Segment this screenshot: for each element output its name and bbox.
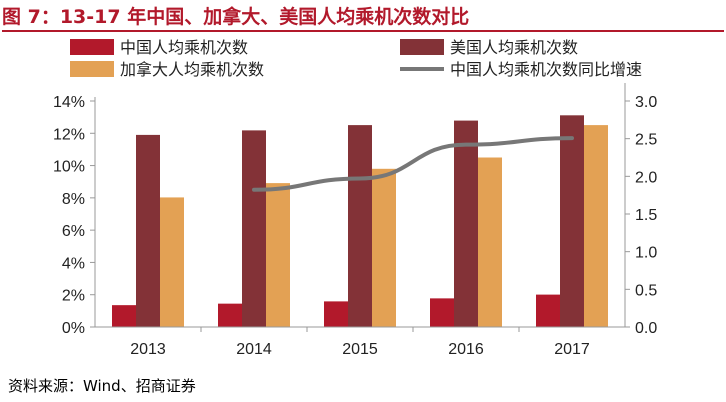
- bar: [160, 197, 184, 327]
- x-axis-tick-label: 2014: [236, 341, 272, 358]
- bar: [348, 125, 372, 328]
- right-axis-tick-label: 1.5: [635, 207, 657, 224]
- bar: [560, 115, 584, 328]
- bar: [536, 294, 560, 327]
- x-axis: 2013 2014 2015 2016 2017: [95, 326, 625, 358]
- bar: [266, 183, 290, 327]
- left-axis-tick-label: 2%: [62, 288, 85, 305]
- right-axis-tick-label: 0.5: [635, 282, 657, 299]
- left-axis-tick-label: 4%: [62, 255, 85, 272]
- right-axis-tick-label: 0.0: [635, 320, 657, 337]
- x-axis-tick-label: 2013: [130, 341, 166, 358]
- bars: [112, 115, 608, 328]
- series-line: [252, 136, 574, 192]
- left-axis-tick-label: 10%: [53, 159, 85, 176]
- legend-swatch: [70, 61, 114, 77]
- bar: [454, 120, 478, 327]
- legend-label: 加拿大人均乘机次数: [120, 60, 264, 79]
- legend-label: 中国人均乘机次数同比增速: [450, 61, 642, 79]
- right-axis-tick-label: 2.5: [635, 132, 657, 149]
- right-axis-tick-label: 1.0: [635, 245, 657, 262]
- left-axis-tick-label: 0%: [62, 320, 85, 337]
- left-axis-tick-label: 6%: [62, 223, 85, 240]
- bar: [372, 168, 396, 327]
- left-axis-tick-label: 12%: [53, 126, 85, 143]
- legend-swatch: [400, 39, 444, 55]
- bar: [584, 125, 608, 328]
- x-axis-tick-label: 2016: [448, 341, 484, 358]
- bar: [218, 303, 242, 327]
- legend-label: 美国人均乘机次数: [450, 39, 578, 57]
- left-axis-tick-label: 14%: [53, 94, 85, 111]
- bar: [112, 305, 136, 327]
- figure-title: 图 7：13-17 年中国、加拿大、美国人均乘机次数对比: [2, 2, 724, 32]
- legend-swatch: [70, 39, 114, 55]
- right-axis: 0.0 0.5 1.0 1.5 2.0 2.5 3.0: [624, 83, 657, 337]
- bar: [136, 134, 160, 327]
- right-axis-tick-label: 2.0: [635, 169, 657, 186]
- x-axis-tick-label: 2017: [554, 341, 590, 358]
- x-axis-tick-label: 2015: [342, 341, 378, 358]
- legend-label: 中国人均乘机次数: [120, 39, 248, 57]
- bar: [478, 157, 502, 327]
- bar: [324, 301, 348, 327]
- bar: [242, 130, 266, 327]
- growth-line: [252, 136, 574, 192]
- left-axis-tick-label: 8%: [62, 191, 85, 208]
- left-axis: 0% 2% 4% 6% 8% 10% 12% 14%: [53, 94, 96, 337]
- bar: [430, 298, 454, 327]
- source-note: 资料来源：Wind、招商证券: [8, 377, 196, 395]
- right-axis-tick-label: 3.0: [635, 94, 657, 111]
